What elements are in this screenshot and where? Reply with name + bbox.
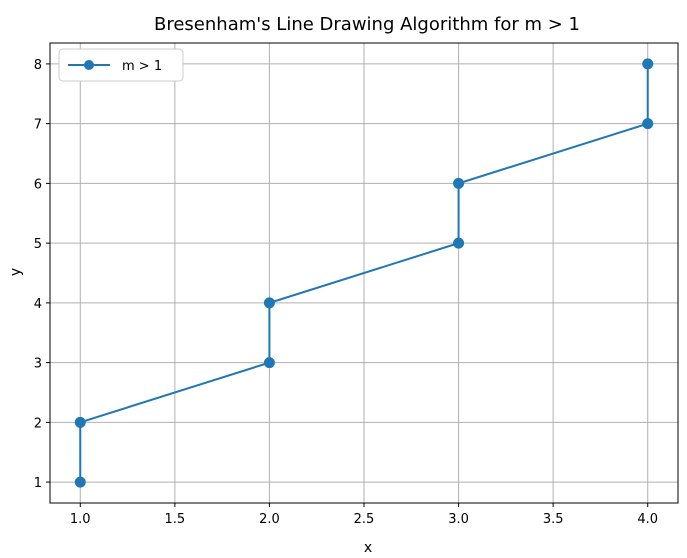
y-tick-label: 1 bbox=[34, 476, 42, 491]
y-tick-label: 2 bbox=[34, 416, 42, 431]
x-tick-label: 1.0 bbox=[70, 512, 91, 527]
data-point bbox=[642, 118, 654, 130]
data-point bbox=[642, 58, 654, 70]
y-tick-label: 6 bbox=[34, 177, 42, 192]
y-axis-label: y bbox=[8, 268, 24, 276]
x-tick-label: 3.5 bbox=[543, 512, 564, 527]
y-tick-label: 5 bbox=[34, 237, 42, 252]
legend-marker-swatch bbox=[84, 60, 94, 70]
axis-ticks: 1.0 1.5 2.0 2.5 3.0 3.5 4.0 1 2 3 4 5 6 7 8 bbox=[34, 58, 658, 527]
legend-label: m > 1 bbox=[122, 59, 162, 74]
data-point bbox=[74, 476, 86, 488]
y-tick-label: 3 bbox=[34, 357, 42, 372]
y-tick-label: 8 bbox=[34, 58, 42, 73]
data-point bbox=[263, 357, 275, 369]
x-tick-label: 4.0 bbox=[637, 512, 658, 527]
legend-box bbox=[58, 48, 184, 82]
x-tick-label: 3.0 bbox=[448, 512, 469, 527]
data-point bbox=[74, 416, 86, 428]
series-group bbox=[74, 58, 654, 488]
data-point bbox=[263, 297, 275, 309]
y-tick-label: 7 bbox=[34, 118, 42, 133]
chart-title: Bresenham's Line Drawing Algorithm for m… bbox=[154, 14, 580, 35]
data-point bbox=[453, 177, 465, 189]
x-tick-label: 2.5 bbox=[354, 512, 375, 527]
grid-lines bbox=[50, 43, 678, 503]
data-point bbox=[453, 237, 465, 249]
x-tick-label: 2.0 bbox=[259, 512, 280, 527]
x-tick-label: 1.5 bbox=[164, 512, 185, 527]
series-line bbox=[79, 63, 649, 483]
legend: m > 1 bbox=[58, 48, 184, 82]
y-tick-label: 4 bbox=[34, 297, 42, 312]
x-axis-label: x bbox=[364, 540, 372, 556]
